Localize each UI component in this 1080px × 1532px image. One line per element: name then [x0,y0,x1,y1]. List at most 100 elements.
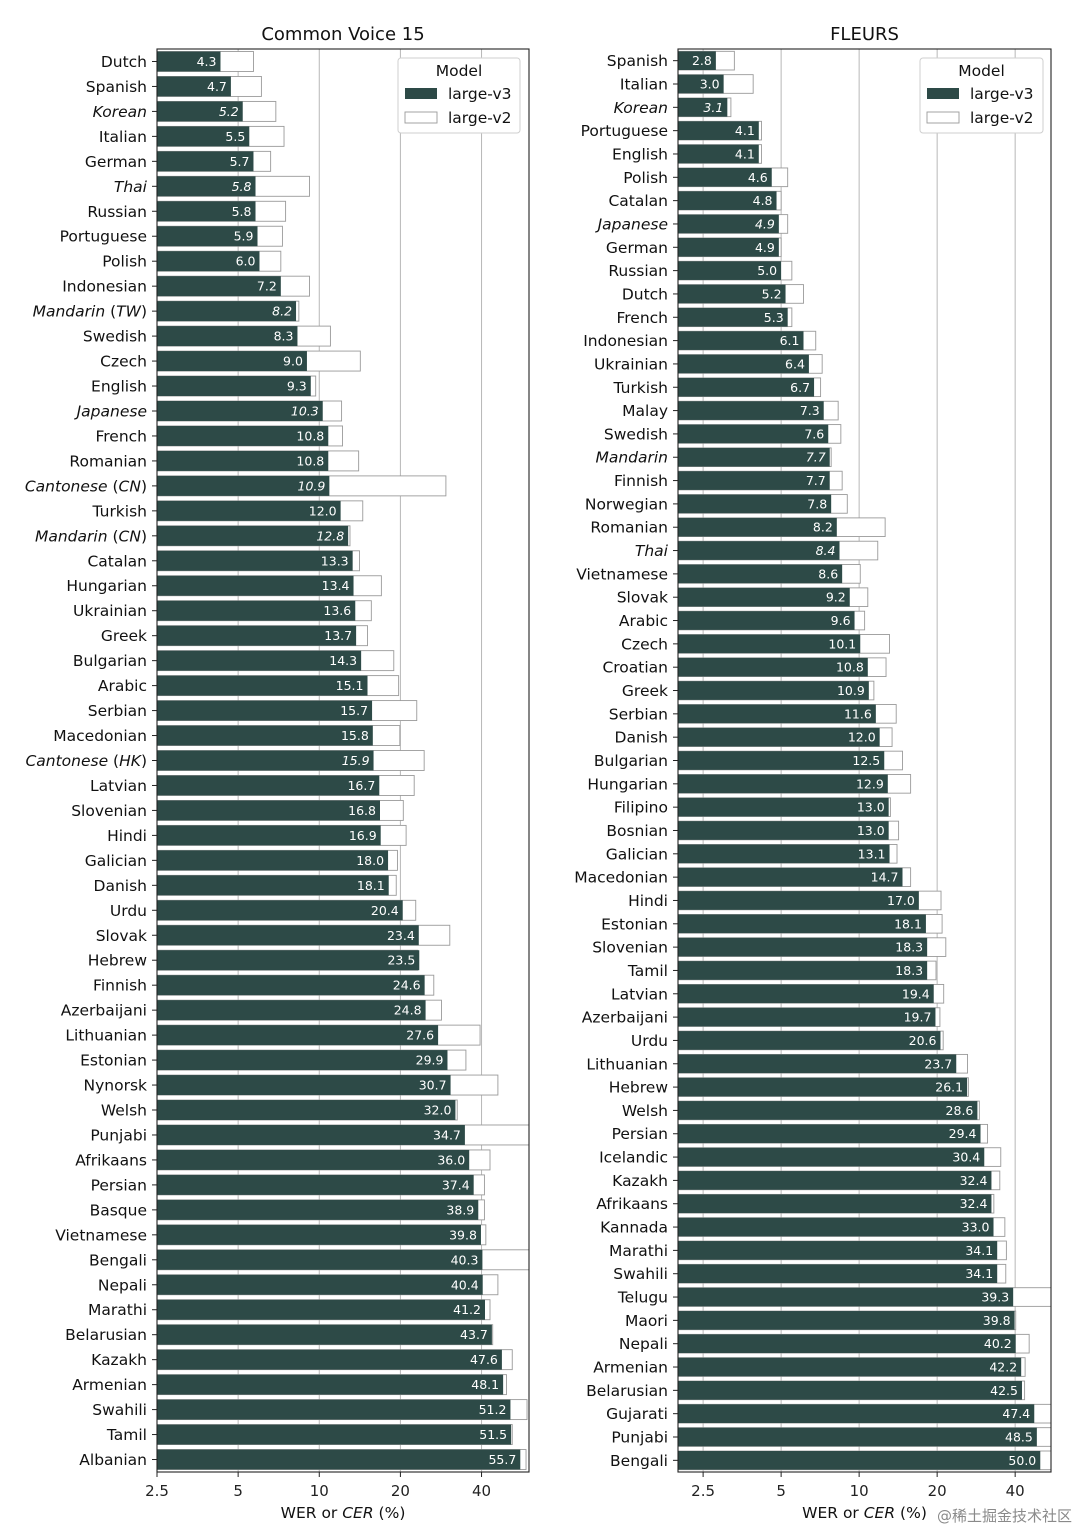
bar-large-v3 [157,126,250,147]
category-label: Ukrainian [73,602,147,620]
data-label: 15.8 [341,728,369,743]
plot-frame [677,48,1052,1473]
data-label: 20.4 [371,903,399,918]
data-label: 7.3 [800,403,820,418]
category-label: Welsh [622,1102,668,1120]
category-label: Persian [612,1125,668,1143]
category-label: Albanian [79,1451,147,1469]
data-label: 13.0 [857,823,885,838]
data-label: 23.7 [924,1056,952,1071]
legend-entry: large-v3 [448,85,512,103]
data-label: 42.5 [990,1383,1018,1398]
bar-large-v3 [678,891,919,910]
bar-large-v3 [678,1194,992,1214]
category-label: Azerbaijani [582,1009,668,1027]
plot-frame [156,48,530,1473]
bar-large-v3 [157,600,356,621]
category-label: Thai [635,542,669,560]
category-label: Telugu [617,1289,668,1307]
data-label: 6.4 [785,356,805,371]
category-label: Korean [614,99,668,117]
data-label: 13.3 [321,553,349,568]
category-label: Kazakh [612,1172,668,1190]
category-label: Macedonian [53,727,147,745]
bar-large-v3 [678,121,759,140]
data-label: 30.7 [419,1078,447,1093]
category-label: Dutch [622,285,668,303]
category-label: Indonesian [583,332,668,350]
category-label: German [85,153,147,171]
category-label: Maori [625,1312,668,1330]
data-label: 10.8 [296,428,324,443]
data-label: 10.9 [298,478,326,493]
bar-large-v3 [678,704,876,724]
bar-large-v3 [157,1124,465,1145]
category-label: German [606,239,668,257]
category-label: Serbian [88,702,147,720]
category-label: Tamil [627,962,668,980]
data-label: 42.2 [989,1360,1017,1375]
category-label: Greek [101,627,147,645]
legend-swatch-large-v3 [927,88,959,99]
category-label: Portuguese [581,122,668,140]
x-tick-label: 40 [1006,1482,1025,1500]
data-label: 18.3 [895,963,923,978]
data-label: 51.2 [479,1402,507,1417]
data-label: 7.7 [806,450,826,465]
category-label: Hindi [107,827,147,845]
bar-large-v3 [157,625,357,646]
bar-large-v3 [678,167,772,187]
data-label: 55.7 [488,1452,516,1467]
data-label: 40.2 [984,1336,1012,1351]
data-label: 34.1 [965,1243,993,1258]
bar-large-v3 [157,176,256,197]
legend-entry: large-v3 [970,85,1034,103]
chart-title: FLEURS [830,24,899,45]
x-tick-label: 20 [391,1482,410,1500]
category-label: Spanish [86,78,147,96]
category-label: Persian [91,1176,147,1194]
x-tick-label: 20 [928,1482,947,1500]
data-label: 39.3 [981,1290,1009,1305]
bar-large-v3 [157,475,330,496]
data-label: 4.3 [197,54,217,69]
data-label: 8.6 [818,566,838,581]
category-label: Latvian [90,777,147,795]
bar-large-v3 [678,1147,985,1167]
bar-large-v3 [157,1199,479,1220]
legend-swatch-large-v2 [404,111,438,124]
bar-large-v3 [678,1427,1037,1447]
data-label: 11.6 [844,706,872,721]
bar-large-v3 [678,1381,1022,1400]
data-label: 43.7 [460,1327,488,1342]
bar-large-v3 [157,725,373,746]
x-tick-label: 10 [850,1482,869,1500]
category-label: Punjabi [90,1126,147,1144]
category-label: Catalan [608,192,668,210]
bar-large-v3 [678,774,888,794]
watermark: @稀土掘金技术社区 [936,1507,1072,1525]
data-label: 3.0 [700,76,720,91]
bar-large-v3 [678,844,890,864]
category-label: Thai [114,178,148,196]
bar-large-v3 [157,1050,448,1071]
data-label: 5.2 [219,104,239,119]
category-label: Mandarin (TW) [33,303,147,321]
data-label: 16.9 [349,828,377,843]
bar-large-v3 [678,97,728,117]
bar-large-v3 [157,251,260,272]
category-label: Cantonese (CN) [25,477,147,495]
category-label: Italian [620,75,668,93]
data-label: 15.7 [340,703,368,718]
bar-large-v3 [678,727,880,747]
data-label: 29.4 [949,1126,977,1141]
legend-entry: large-v2 [448,109,512,127]
data-label: 18.0 [356,853,384,868]
category-label: Hebrew [609,1079,669,1097]
bar-large-v3 [157,1274,483,1295]
data-label: 41.2 [453,1302,481,1317]
data-label: 47.6 [470,1352,498,1367]
category-label: Turkish [613,379,669,397]
data-label: 12.8 [316,528,344,543]
data-label: 24.6 [393,978,421,993]
